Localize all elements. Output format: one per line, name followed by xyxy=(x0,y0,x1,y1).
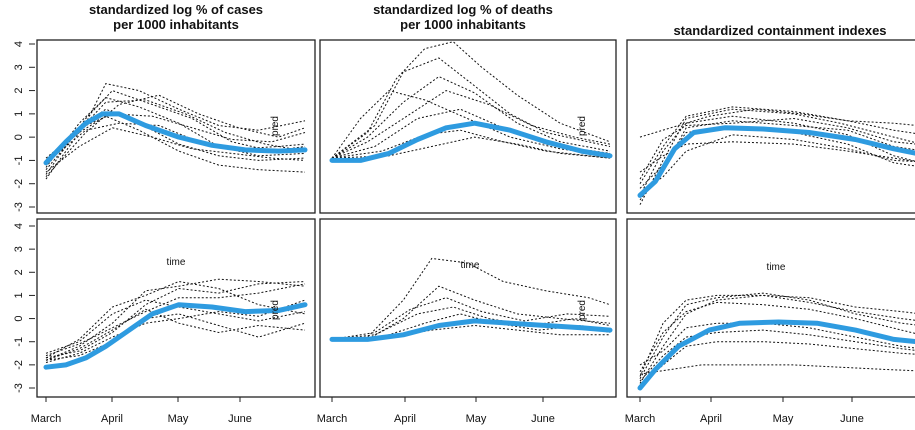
panel-cases-bottom: 4 3 2 1 0 -1 -2 -3 March April May June time pred xyxy=(13,218,316,425)
y-tick-label: -2 xyxy=(13,360,25,370)
individual-series-line xyxy=(639,294,915,384)
annotation-time: time xyxy=(767,262,786,273)
panel-frame xyxy=(626,39,915,214)
individual-series-line xyxy=(45,122,306,164)
individual-series-line xyxy=(45,83,306,180)
individual-series-line xyxy=(331,306,611,340)
y-tick-label: -3 xyxy=(13,383,25,393)
x-tick-label: May xyxy=(773,413,794,425)
y-tick-label: 2 xyxy=(13,88,25,94)
x-tick-label: May xyxy=(466,413,487,425)
individual-series-line xyxy=(639,120,915,201)
y-tick-label: -2 xyxy=(13,179,25,189)
panel-deaths-bottom: March April May June time pred xyxy=(317,218,617,425)
individual-series-line xyxy=(639,329,915,382)
y-tick-label: 2 xyxy=(13,269,25,275)
annotation-pred: pred xyxy=(577,116,588,136)
individual-series-line xyxy=(45,283,306,357)
individual-series-line xyxy=(45,313,306,361)
x-tick-label: June xyxy=(228,413,252,425)
mean-series-line xyxy=(43,111,308,166)
x-tick-label: March xyxy=(317,413,348,425)
individual-series-line xyxy=(331,41,611,159)
x-tick-label: March xyxy=(31,413,62,425)
panel-containment-bottom: March April May June time xyxy=(625,218,915,425)
individual-series-line xyxy=(639,364,915,375)
y-tick-label: -1 xyxy=(13,156,25,166)
x-tick-label: June xyxy=(840,413,864,425)
individual-series-line xyxy=(45,94,306,178)
individual-series-line xyxy=(45,97,306,168)
y-tick-label: 3 xyxy=(13,64,25,70)
panel-frame xyxy=(36,218,316,398)
individual-series-line xyxy=(45,299,306,363)
individual-series-line xyxy=(331,129,611,159)
panel-deaths-top: standardized log % of deaths per 1000 inh… xyxy=(319,2,617,214)
panel-frame xyxy=(626,218,915,398)
individual-series-line xyxy=(639,141,915,173)
mean-series-line xyxy=(637,125,915,198)
annotation-pred: pred xyxy=(577,300,588,320)
y-tick-label: 4 xyxy=(13,41,25,47)
individual-series-line xyxy=(639,115,915,196)
x-tick-label: May xyxy=(168,413,189,425)
y-tick-label: 3 xyxy=(13,246,25,252)
x-tick-label: June xyxy=(531,413,555,425)
individual-series-line xyxy=(45,108,306,166)
individual-series-line xyxy=(639,108,915,205)
y-tick-label: 0 xyxy=(13,134,25,140)
individual-series-line xyxy=(331,76,611,159)
panel-title: standardized log % of deaths per 1000 inh… xyxy=(373,2,553,32)
y-tick-label: -1 xyxy=(13,337,25,347)
x-tick-label: March xyxy=(625,413,656,425)
y-tick-label: -3 xyxy=(13,202,25,212)
individual-series-line xyxy=(331,108,611,159)
mean-series-line xyxy=(43,302,308,370)
y-tick-label: 0 xyxy=(13,316,25,322)
x-tick-label: April xyxy=(101,413,123,425)
individual-series-line xyxy=(45,281,306,359)
individual-series-line xyxy=(331,57,611,159)
x-tick-label: April xyxy=(700,413,722,425)
panel-frame xyxy=(319,39,617,214)
mean-series-line xyxy=(637,319,915,391)
y-tick-label: 4 xyxy=(13,223,25,229)
panel-title: standardized containment indexes xyxy=(673,23,886,38)
annotation-pred: pred xyxy=(270,116,281,136)
mean-series-line xyxy=(329,120,613,163)
individual-series-line xyxy=(639,117,915,180)
individual-series-line xyxy=(639,301,915,373)
y-tick-label: 1 xyxy=(13,111,25,117)
annotation-pred: pred xyxy=(270,300,281,320)
panel-cases-top: 4 3 2 1 0 -1 -2 -3 standardized log % of cases pe… xyxy=(13,2,316,214)
panel-frame xyxy=(319,218,617,398)
individual-series-line xyxy=(331,297,611,340)
individual-series-line xyxy=(45,115,306,173)
annotation-time: time xyxy=(461,260,480,271)
individual-series-line xyxy=(332,285,611,340)
x-tick-label: April xyxy=(394,413,416,425)
individual-series-line xyxy=(639,341,915,387)
individual-series-line xyxy=(45,90,306,175)
individual-series-line xyxy=(45,280,306,359)
individual-series-line xyxy=(639,294,915,377)
y-tick-label: 1 xyxy=(13,292,25,298)
individual-series-line xyxy=(45,127,306,173)
panel-title: standardized log % of cases per 1000 inha… xyxy=(89,2,263,32)
individual-series-line xyxy=(331,90,611,159)
annotation-time: time xyxy=(167,257,186,268)
individual-series-line xyxy=(639,106,915,184)
panel-frame xyxy=(36,39,316,214)
panel-containment-top: standardized containment indexes xyxy=(626,23,915,214)
individual-series-line xyxy=(331,257,611,340)
mean-series-line xyxy=(329,318,613,342)
individual-series-line xyxy=(639,292,915,379)
individual-series-line xyxy=(45,308,306,361)
individual-series-line xyxy=(639,127,915,189)
